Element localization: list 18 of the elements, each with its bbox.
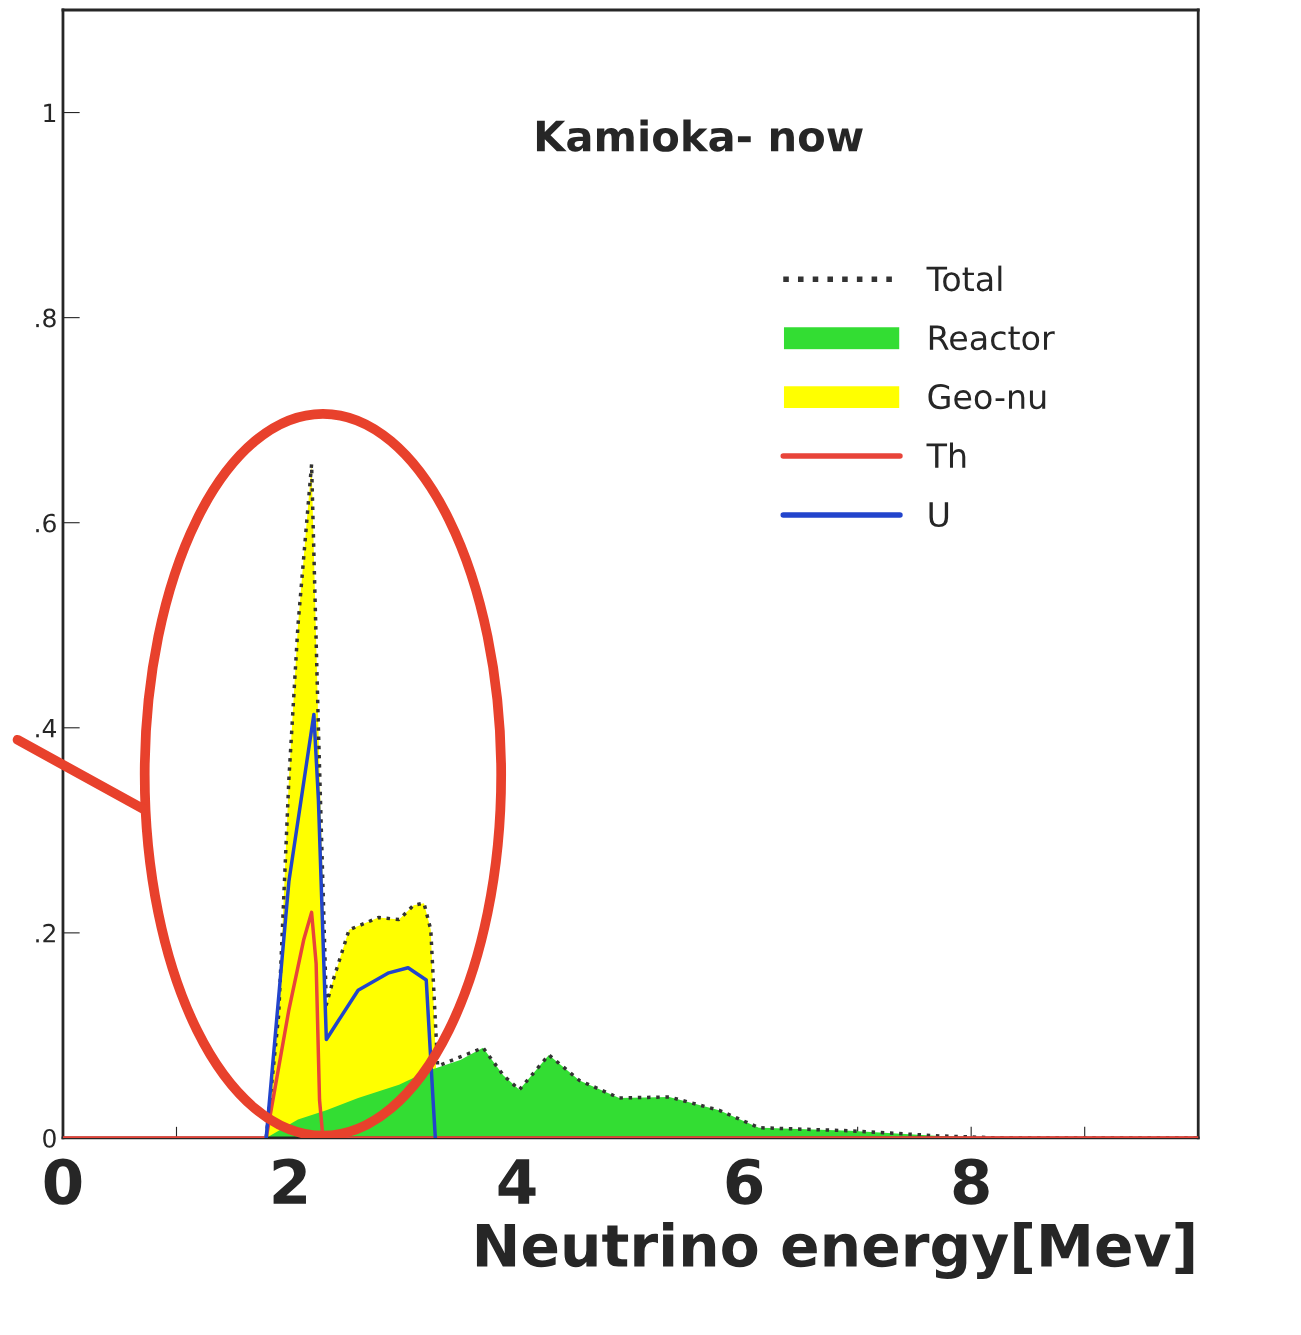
text: Kamioka- now [536, 119, 863, 152]
x-tick-label: 6 [726, 1158, 763, 1205]
x-tick-label: 2 [273, 1158, 306, 1204]
y-tick-label: 0 [43, 1128, 56, 1148]
legend-label: Reactor [929, 325, 1055, 351]
legend-label: Th [926, 442, 966, 468]
x-axis-title: Neutrino energy[Mev] [476, 1222, 1194, 1280]
x-tick-label: 4 [498, 1159, 536, 1204]
y-tick-label: 1 [44, 103, 56, 123]
y-tick-label: .4 [36, 719, 57, 738]
legend-label: Total [926, 265, 1002, 292]
legend-label: U [929, 502, 949, 528]
x-tick-label: 8 [953, 1158, 989, 1205]
y-tick-label: .2 [36, 923, 55, 943]
legend-label: Geo-nu [928, 384, 1046, 410]
line-series [264, 712, 438, 1138]
y-tick-label: .8 [36, 308, 56, 328]
y-tick-label: .6 [36, 513, 56, 533]
